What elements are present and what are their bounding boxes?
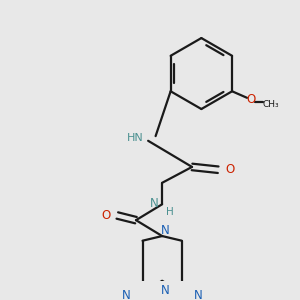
Text: H: H [166, 207, 173, 217]
Text: N: N [122, 289, 131, 300]
Text: N: N [160, 224, 169, 237]
Text: N: N [150, 197, 159, 210]
Text: O: O [226, 163, 235, 176]
Text: HN: HN [127, 133, 143, 143]
Text: N: N [160, 284, 169, 297]
Text: O: O [101, 209, 111, 222]
Text: O: O [246, 93, 255, 106]
Text: CH₃: CH₃ [262, 100, 279, 109]
Text: N: N [194, 289, 202, 300]
